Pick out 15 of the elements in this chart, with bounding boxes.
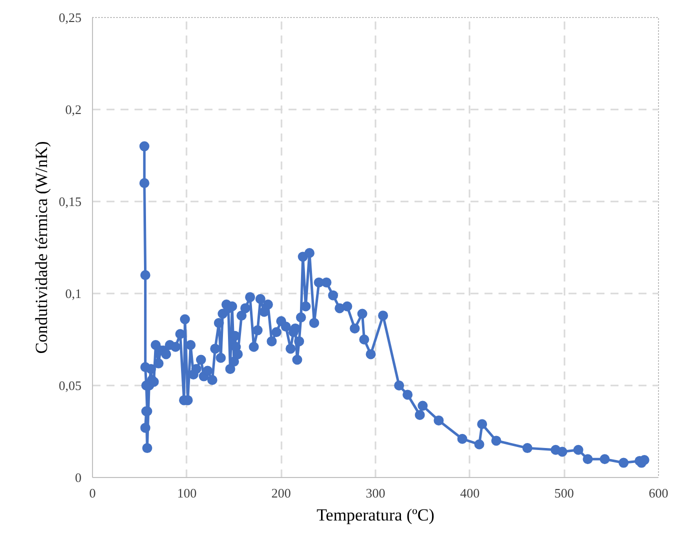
x-tick-label: 0 [89,486,96,500]
x-tick-label: 600 [648,486,668,500]
x-tick-label: 100 [177,486,197,500]
x-tick-label: 200 [271,486,291,500]
y-tick-label: 0,1 [65,286,82,301]
y-tick-label: 0,25 [58,10,82,25]
y-tick-label: 0,2 [65,102,82,117]
y-tick-label: 0 [75,470,82,485]
y-axis-title: Condutividade térmica (W/nK) [32,141,51,354]
y-tick-label: 0,15 [58,194,82,209]
x-tick-label: 300 [366,486,386,500]
y-tick-label: 0,05 [58,378,82,393]
x-axis-title: Temperatura (ºC) [316,506,434,524]
x-tick-label: 500 [554,486,574,500]
x-tick-label: 400 [460,486,480,500]
